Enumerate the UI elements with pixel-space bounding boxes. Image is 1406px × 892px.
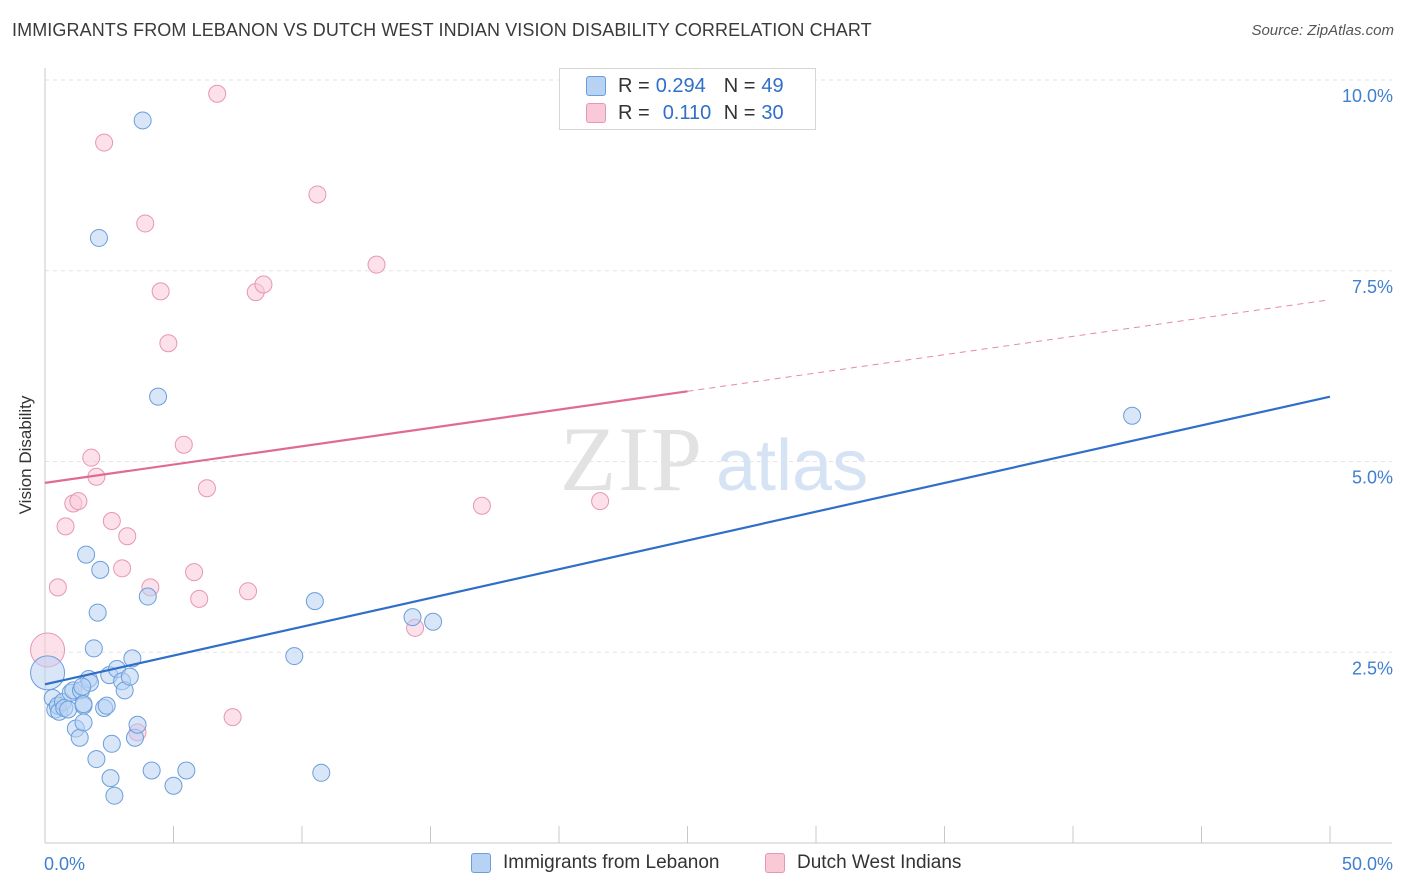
trend-line-dutch-west-indians-extrapolated xyxy=(687,299,1331,392)
data-point xyxy=(305,592,324,611)
watermark-zip: ZIP xyxy=(560,408,704,510)
data-point xyxy=(472,496,491,515)
data-point xyxy=(82,448,101,467)
data-point xyxy=(84,639,103,658)
data-point xyxy=(308,185,327,204)
data-point xyxy=(91,560,110,579)
trend-line-lebanon xyxy=(44,395,1331,686)
data-point xyxy=(239,582,258,601)
data-point xyxy=(73,677,92,696)
data-point xyxy=(118,527,137,546)
trend-line-dutch-west-indians xyxy=(44,390,688,484)
data-point xyxy=(120,667,139,686)
data-point xyxy=(89,228,108,247)
data-point xyxy=(149,387,168,406)
data-point xyxy=(133,111,152,130)
data-point xyxy=(174,435,193,454)
data-point xyxy=(74,713,93,732)
data-point xyxy=(142,761,161,780)
legend-r-value: 0.110 xyxy=(662,101,712,124)
legend-n-label: N = xyxy=(723,74,756,97)
data-point xyxy=(185,563,204,582)
legend-swatch-pink xyxy=(586,103,606,123)
data-point xyxy=(128,715,147,734)
series-legend-item-dutch-west-indians[interactable]: Dutch West Indians xyxy=(765,852,961,874)
legend-n-label: N = xyxy=(723,101,756,124)
data-point xyxy=(151,282,170,301)
data-point xyxy=(87,750,106,769)
data-point xyxy=(424,612,443,631)
axes xyxy=(44,68,1392,844)
grid-lines xyxy=(45,79,1392,653)
series-label-lebanon: Immigrants from Lebanon xyxy=(503,852,720,873)
legend-r-value: 0.294 xyxy=(655,74,706,97)
data-point xyxy=(88,603,107,622)
data-point xyxy=(1123,406,1142,425)
data-point xyxy=(70,728,89,747)
legend-r-label: R = xyxy=(618,101,650,124)
y-tick-label: 2.5% xyxy=(1352,658,1393,678)
series-legend: Immigrants from Lebanon Dutch West India… xyxy=(0,852,1406,878)
data-point xyxy=(74,695,93,714)
watermark-atlas: atlas xyxy=(716,426,868,506)
y-tick-label: 10.0% xyxy=(1342,86,1393,106)
data-point xyxy=(312,763,331,782)
series-label-dutch-west-indians: Dutch West Indians xyxy=(797,852,962,873)
lebanon-points xyxy=(30,111,1142,805)
correlation-legend: R = 0.294 N = 49 R = 0.110 N = 30 xyxy=(559,68,816,130)
data-point xyxy=(105,786,124,805)
data-point xyxy=(254,275,273,294)
data-point xyxy=(123,649,142,668)
x-tick-label: 0.0% xyxy=(44,854,85,874)
series-swatch-pink xyxy=(765,853,785,873)
tick-labels: 2.5% 5.0% 7.5% 10.0% 0.0% 50.0% xyxy=(44,86,1393,874)
dutch-west-indians-points xyxy=(30,84,610,742)
data-point xyxy=(159,334,178,353)
legend-row-lebanon: R = 0.294 N = 49 xyxy=(586,74,784,98)
data-point xyxy=(164,776,183,795)
chart-title: IMMIGRANTS FROM LEBANON VS DUTCH WEST IN… xyxy=(12,20,872,40)
data-point xyxy=(102,734,121,753)
data-point xyxy=(138,587,157,606)
x-tick-label: 50.0% xyxy=(1342,854,1393,874)
source-credit: Source: ZipAtlas.com xyxy=(1251,22,1394,39)
data-point xyxy=(95,133,114,152)
data-point xyxy=(59,700,78,719)
data-point xyxy=(190,589,209,608)
trend-lines xyxy=(44,299,1331,686)
data-point xyxy=(102,512,121,531)
data-point xyxy=(113,559,132,578)
data-point xyxy=(367,255,386,274)
data-point xyxy=(48,578,67,597)
series-swatch-blue xyxy=(471,853,491,873)
legend-r-label: R = xyxy=(618,74,650,97)
y-tick-label: 5.0% xyxy=(1352,468,1393,488)
y-tick-label: 7.5% xyxy=(1352,277,1393,297)
watermark: ZIP atlas xyxy=(560,408,868,510)
data-point xyxy=(285,647,304,666)
legend-row-dutch-west-indians: R = 0.110 N = 30 xyxy=(586,101,784,125)
data-point xyxy=(208,84,227,103)
data-point xyxy=(403,608,422,627)
data-point xyxy=(56,517,75,536)
legend-n-value: 49 xyxy=(761,74,784,97)
data-point xyxy=(101,769,120,788)
data-point xyxy=(136,214,155,233)
data-point xyxy=(97,696,116,715)
data-point xyxy=(591,492,610,511)
series-legend-item-lebanon[interactable]: Immigrants from Lebanon xyxy=(471,852,720,874)
legend-swatch-blue xyxy=(586,76,606,96)
data-point xyxy=(177,761,196,780)
data-point xyxy=(197,479,216,498)
data-point xyxy=(69,492,88,511)
legend-n-value: 30 xyxy=(761,101,784,124)
data-point xyxy=(223,708,242,727)
data-point xyxy=(77,545,96,564)
